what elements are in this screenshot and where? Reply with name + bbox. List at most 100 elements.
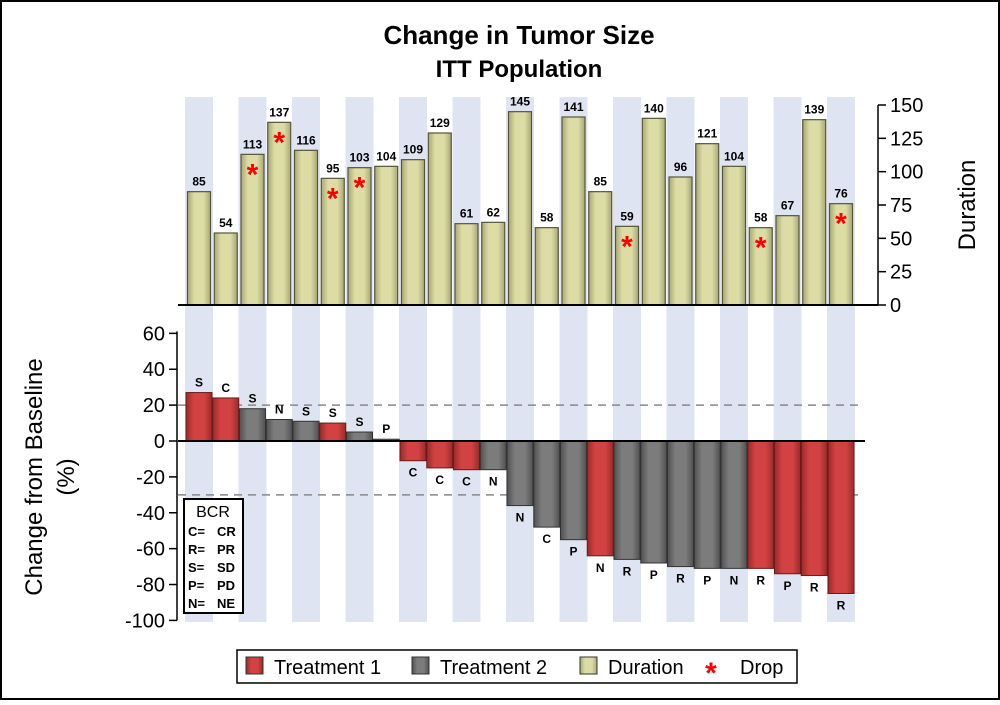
- response-label: R: [810, 581, 819, 595]
- duration-value-label: 116: [296, 133, 316, 147]
- response-label: P: [703, 573, 711, 587]
- bcr-meaning: PR: [217, 542, 236, 557]
- response-label: N: [275, 402, 284, 416]
- duration-value-label: 104: [724, 149, 744, 163]
- change-tick-label: -60: [136, 539, 165, 561]
- duration-bar: [293, 149, 319, 306]
- response-label: R: [756, 573, 765, 587]
- change-tick-label: 60: [143, 323, 165, 345]
- change-bar: [800, 440, 828, 577]
- duration-value-label: 113: [243, 137, 263, 151]
- duration-value-label: 59: [620, 209, 634, 223]
- duration-value-label: 137: [269, 105, 289, 119]
- change-bar: [747, 440, 775, 569]
- bcr-code: P=: [188, 578, 205, 593]
- change-tick-label: 0: [154, 431, 165, 453]
- chart-title: Change in Tumor Size: [383, 20, 654, 50]
- response-label: S: [195, 376, 203, 390]
- drop-marker: *: [835, 208, 847, 241]
- duration-axis-title: Duration: [954, 160, 981, 251]
- chart-subtitle: ITT Population: [436, 56, 603, 83]
- duration-bar: [400, 159, 426, 306]
- change-bar: [479, 440, 507, 471]
- change-tick-label: -80: [136, 575, 165, 597]
- response-label: C: [221, 381, 230, 395]
- response-label: C: [435, 473, 444, 487]
- response-label: P: [650, 568, 658, 582]
- bcr-meaning: NE: [217, 596, 235, 611]
- bcr-code: N=: [188, 596, 205, 611]
- bcr-code: R=: [188, 542, 205, 557]
- bcr-legend-title: BCR: [196, 504, 230, 521]
- duration-bar: [374, 165, 399, 306]
- response-label: N: [596, 561, 605, 575]
- change-tick-label: 40: [143, 359, 165, 381]
- change-bar: [640, 440, 668, 564]
- legend-box: [236, 649, 798, 684]
- duration-bar: [588, 191, 613, 306]
- change-bar: [185, 392, 213, 442]
- change-tick-label: 20: [143, 395, 165, 417]
- response-label: R: [837, 598, 846, 612]
- change-bar: [560, 440, 587, 541]
- bcr-meaning: CR: [217, 524, 236, 539]
- duration-tick-label: 50: [890, 228, 912, 250]
- duration-bar: [721, 165, 747, 306]
- duration-bar: [213, 232, 238, 306]
- drop-marker: *: [621, 230, 633, 263]
- response-label: R: [623, 564, 632, 578]
- duration-value-label: 76: [834, 187, 848, 201]
- change-bar: [506, 440, 534, 507]
- change-bar: [346, 431, 373, 442]
- background-band: [452, 97, 481, 622]
- change-tick-label: -40: [136, 503, 165, 525]
- bcr-meaning: PD: [217, 578, 235, 593]
- response-label: S: [248, 392, 256, 406]
- change-axis-title-line2: (%): [53, 458, 80, 495]
- response-label: C: [542, 532, 551, 546]
- legend-label-drop: Drop: [740, 657, 783, 679]
- drop-marker: *: [327, 182, 339, 215]
- change-bar: [693, 440, 721, 569]
- change-bar: [613, 440, 641, 560]
- change-bar: [827, 440, 855, 594]
- duration-value-label: 67: [781, 199, 795, 213]
- response-label: S: [302, 404, 310, 418]
- legend-drop-symbol: *: [705, 657, 717, 690]
- change-bar: [453, 440, 480, 471]
- duration-value-label: 85: [594, 175, 608, 189]
- change-bar: [212, 397, 240, 442]
- change-bar: [265, 418, 293, 442]
- change-bar: [426, 440, 454, 469]
- response-label: P: [569, 545, 577, 559]
- duration-value-label: 139: [804, 103, 824, 117]
- duration-tick-label: 125: [890, 128, 923, 150]
- duration-tick-label: 0: [890, 295, 901, 317]
- duration-bar: [695, 143, 720, 306]
- duration-value-label: 61: [460, 207, 474, 221]
- bcr-legend: BCR C= CR R= PR S= SD P= PD N= NE: [183, 498, 244, 614]
- response-label: N: [489, 475, 498, 489]
- bcr-code: S=: [188, 560, 205, 575]
- response-label: N: [730, 573, 739, 587]
- duration-bar: [775, 215, 800, 306]
- drop-marker: *: [354, 172, 366, 205]
- duration-bar: [668, 176, 693, 306]
- duration-bar: [427, 132, 452, 306]
- duration-value-label: 104: [376, 149, 396, 163]
- change-bar: [239, 408, 266, 442]
- drop-marker: *: [273, 126, 285, 159]
- response-label: S: [329, 406, 337, 420]
- duration-value-label: 58: [540, 211, 554, 225]
- legend-label-duration: Duration: [608, 657, 684, 679]
- change-bar: [292, 420, 320, 442]
- duration-bar: [802, 119, 827, 306]
- duration-bar: [641, 117, 666, 306]
- duration-bar: [454, 223, 479, 306]
- duration-value-label: 103: [349, 151, 369, 165]
- duration-value-label: 141: [563, 100, 583, 114]
- bcr-legend-box: [183, 498, 244, 614]
- change-bar: [720, 440, 748, 569]
- change-tick-label: -20: [136, 467, 165, 489]
